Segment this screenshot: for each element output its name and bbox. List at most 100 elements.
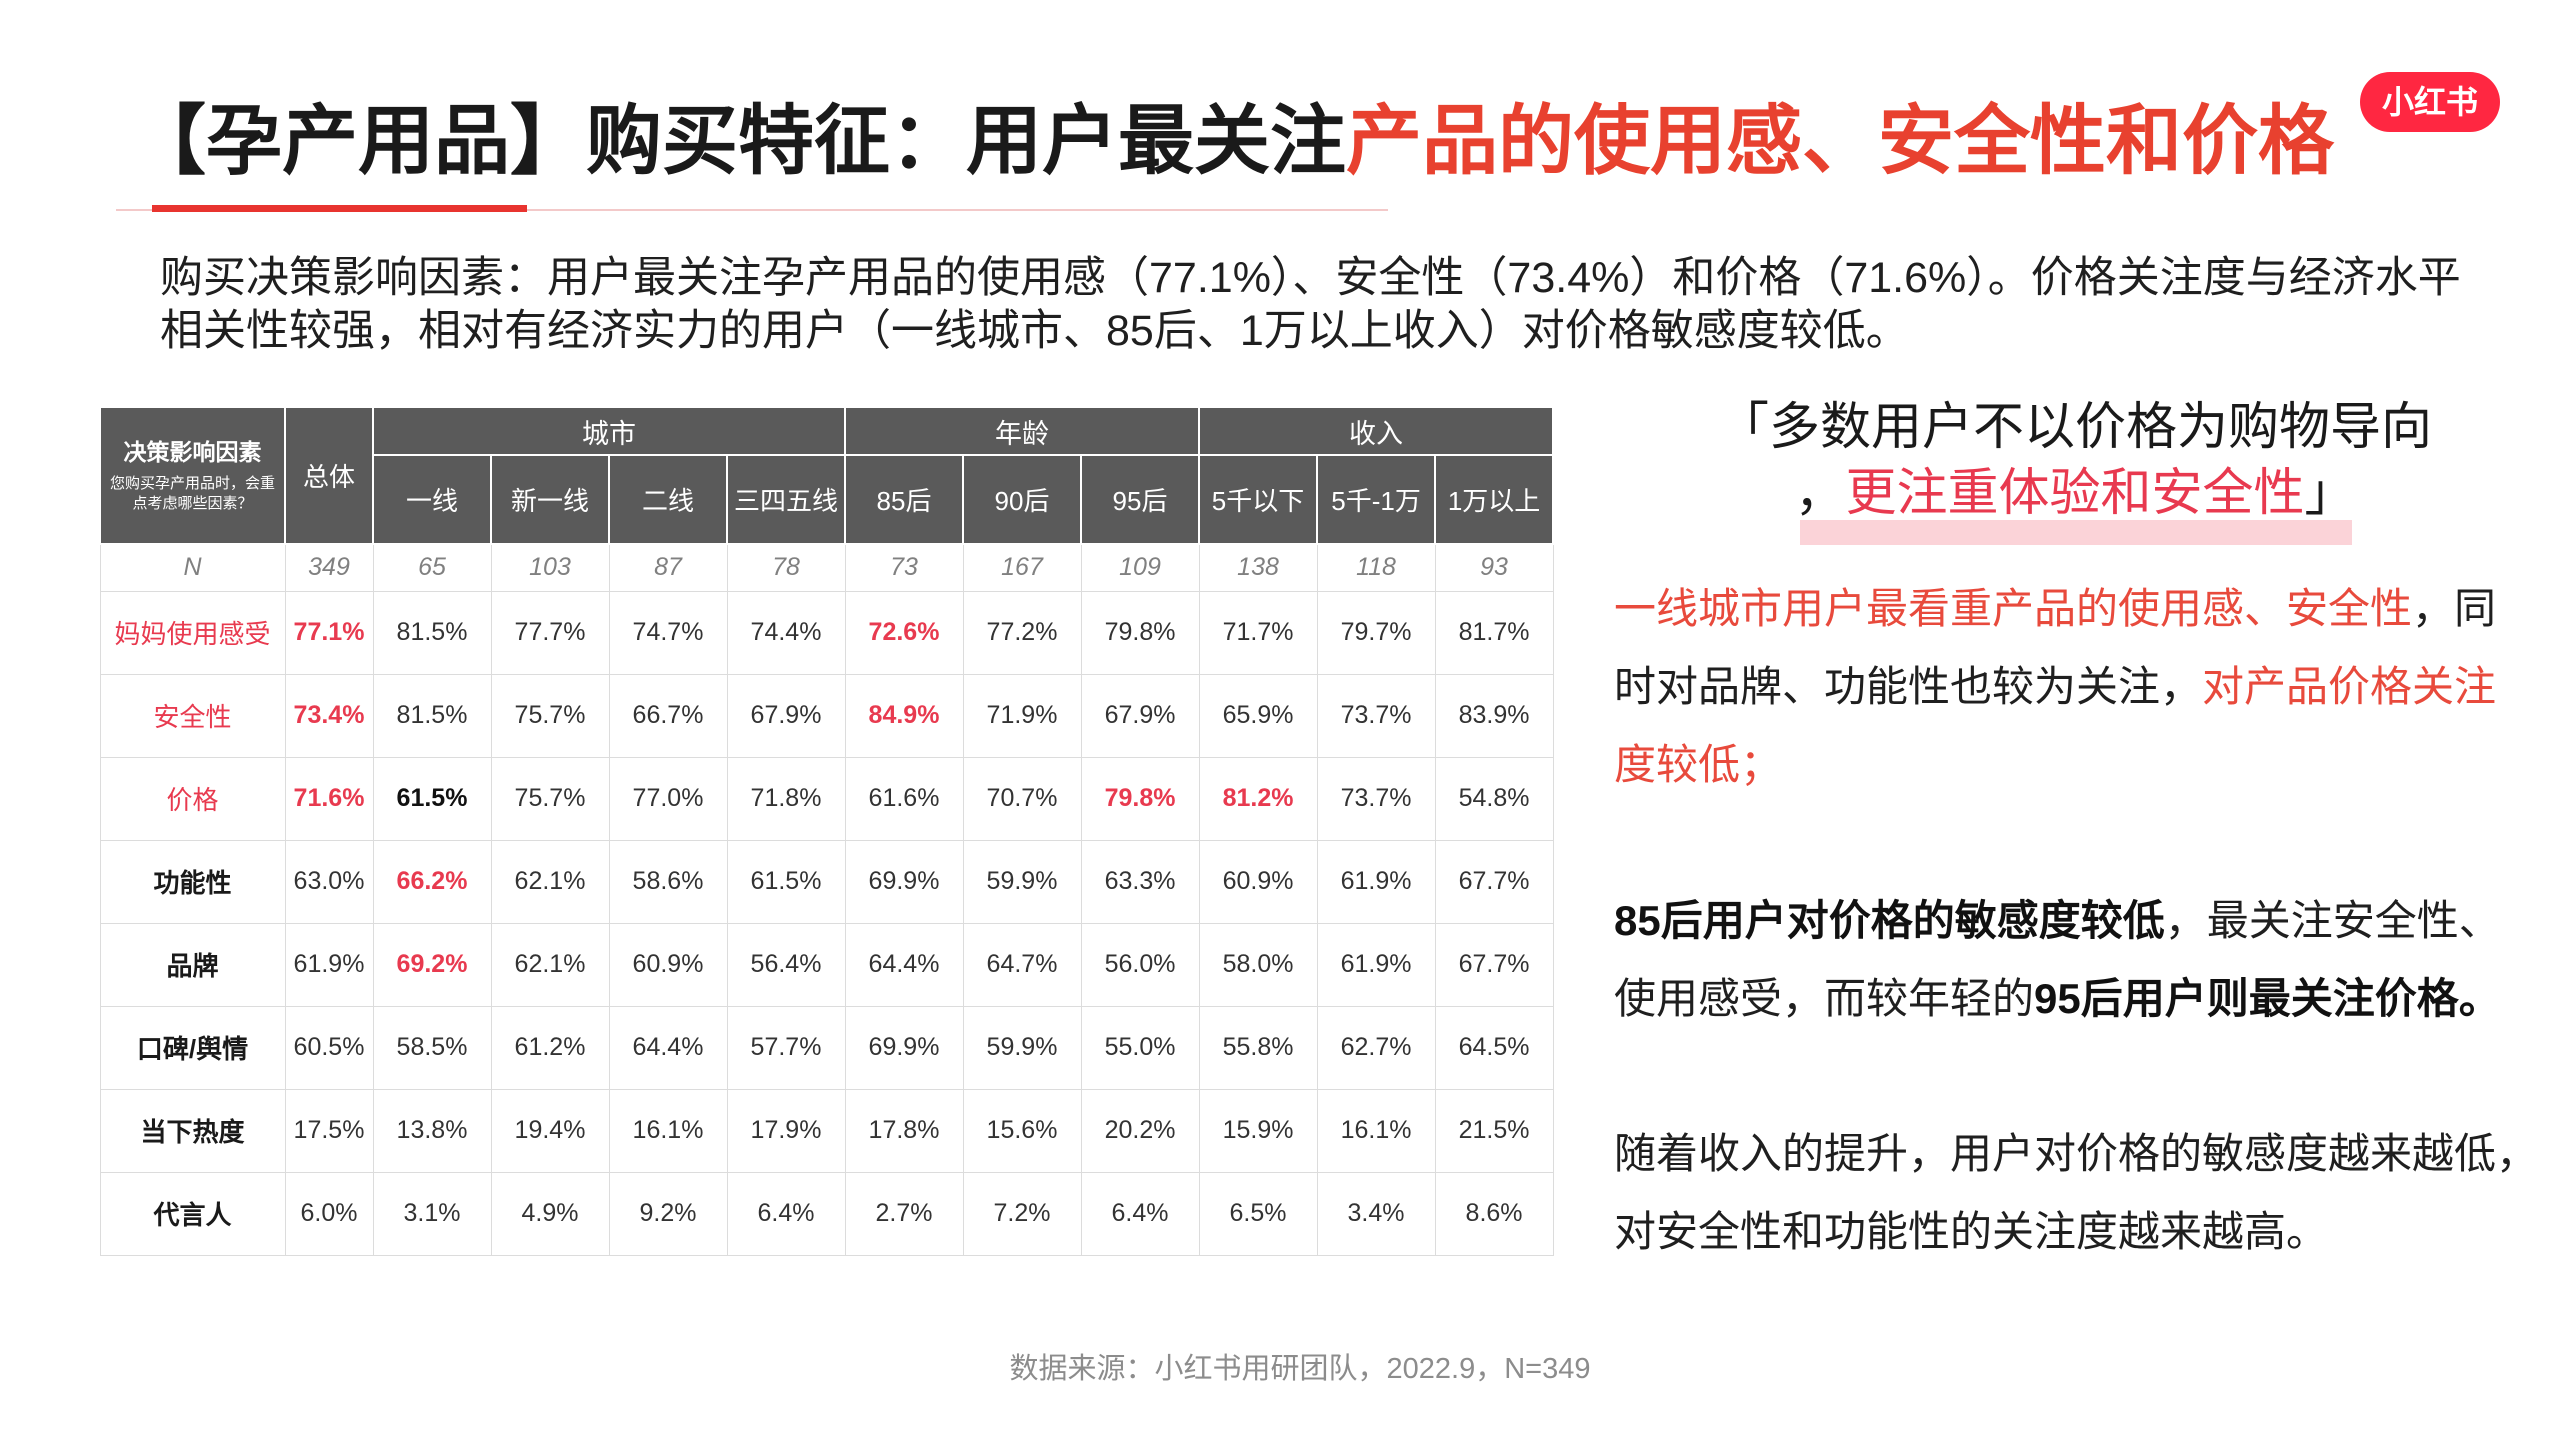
table-row: 安全性 73.4% 81.5% 75.7% 66.7% 67.9% 84.9% 71.9% 67… — [99, 673, 1554, 758]
table-cell: 66.2% — [372, 839, 492, 924]
table-cell: 62.1% — [490, 922, 610, 1007]
table-cell: 66.7% — [608, 673, 728, 758]
table-cell: 71.6% — [284, 756, 374, 841]
table-row: 当下热度 17.5% 13.8% 19.4% 16.1% 17.9% 17.8% 15.6% 2… — [99, 1088, 1554, 1173]
table-cell: 6.4% — [1080, 1171, 1200, 1256]
sample-size-cell: 167 — [962, 543, 1082, 592]
corner-title: 决策影响因素 — [123, 438, 262, 465]
title-text: 【孕产用品】购买特征：用户最关注 — [130, 99, 1346, 184]
row-label: 价格 — [99, 756, 286, 841]
column-header: 85后 — [844, 454, 964, 545]
total-header: 总体 — [284, 406, 374, 545]
table-cell: 67.9% — [726, 673, 846, 758]
title-divider-accent — [152, 205, 527, 212]
table-cell: 3.4% — [1316, 1171, 1436, 1256]
table-cell: 19.4% — [490, 1088, 610, 1173]
body-text: ，最关注安全性、使用感受，而较年轻的 — [1614, 897, 2501, 1022]
table-cell: 57.7% — [726, 1005, 846, 1090]
quote-line: 「多数用户不以价格为购物导向 — [1717, 398, 2432, 455]
sample-size-cell: 103 — [490, 543, 610, 592]
table-cell: 63.3% — [1080, 839, 1200, 924]
page-title: 【孕产用品】购买特征：用户最关注产品的使用感、安全性和价格 — [130, 104, 2334, 180]
column-header: 新一线 — [490, 454, 610, 545]
table-cell: 83.9% — [1434, 673, 1554, 758]
table-cell: 59.9% — [962, 1005, 1082, 1090]
table-cell: 84.9% — [844, 673, 964, 758]
sample-size-cell: 65 — [372, 543, 492, 592]
table-cell: 3.1% — [372, 1171, 492, 1256]
row-label: 代言人 — [99, 1171, 286, 1256]
sample-size-cell: 138 — [1198, 543, 1318, 592]
sample-size-cell: 87 — [608, 543, 728, 592]
table-cell: 61.6% — [844, 756, 964, 841]
table-cell: 17.5% — [284, 1088, 374, 1173]
column-header: 一线 — [372, 454, 492, 545]
table-cell: 67.9% — [1080, 673, 1200, 758]
highlight-text: 对产品价格关注度较低； — [1614, 663, 2497, 788]
table-cell: 74.7% — [608, 590, 728, 675]
decision-factor-table: 决策影响因素 您购买孕产用品时，会重点考虑哪些因素？ 总体 城市 年龄 收入 一线 新一线 二线… — [99, 406, 1555, 1256]
table-cell: 6.5% — [1198, 1171, 1318, 1256]
group-header: 收入 — [1198, 406, 1555, 456]
table-cell: 74.4% — [726, 590, 846, 675]
table-cell: 81.5% — [372, 673, 492, 758]
table-cell: 67.7% — [1434, 839, 1554, 924]
table-cell: 77.1% — [284, 590, 374, 675]
table-cell: 15.6% — [962, 1088, 1082, 1173]
table-cell: 6.0% — [284, 1171, 374, 1256]
table-cell: 60.9% — [1198, 839, 1318, 924]
table-cell: 56.0% — [1080, 922, 1200, 1007]
sample-size-cell: 118 — [1316, 543, 1436, 592]
table-cell: 71.7% — [1198, 590, 1318, 675]
table-cell: 81.2% — [1198, 756, 1318, 841]
sample-size-label: N — [99, 543, 286, 592]
table-row: 妈妈使用感受 77.1% 81.5% 77.7% 74.7% 74.4% 72.6% 77.2… — [99, 590, 1554, 675]
table-cell: 77.0% — [608, 756, 728, 841]
table-cell: 75.7% — [490, 756, 610, 841]
table-row: 价格 71.6% 61.5% 75.7% 77.0% 71.8% 61.6% 70.7% 79.… — [99, 756, 1554, 841]
table-cell: 61.9% — [1316, 922, 1436, 1007]
table-cell: 56.4% — [726, 922, 846, 1007]
header-row-groups: 决策影响因素 您购买孕产用品时，会重点考虑哪些因素？ 总体 城市 年龄 收入 — [99, 406, 1555, 545]
table-cell: 2.7% — [844, 1171, 964, 1256]
table-row: 功能性 63.0% 66.2% 62.1% 58.6% 61.5% 69.9% 59.9% 63… — [99, 839, 1554, 924]
table-cell: 69.2% — [372, 922, 492, 1007]
emphasis-text: 95后用户则最关注价格。 — [2034, 975, 2501, 1022]
sample-size-cell: 93 — [1434, 543, 1554, 592]
column-header: 1万以上 — [1434, 454, 1555, 545]
table-cell: 70.7% — [962, 756, 1082, 841]
table-cell: 79.7% — [1316, 590, 1436, 675]
table-cell: 77.7% — [490, 590, 610, 675]
table-cell: 59.9% — [962, 839, 1082, 924]
row-label: 当下热度 — [99, 1088, 286, 1173]
table-cell: 6.4% — [726, 1171, 846, 1256]
table-cell: 16.1% — [608, 1088, 728, 1173]
quote-text: 」 — [2304, 464, 2356, 521]
table-cell: 75.7% — [490, 673, 610, 758]
table-cell: 61.9% — [1316, 839, 1436, 924]
row-label: 安全性 — [99, 673, 286, 758]
group-header: 年龄 — [843, 406, 1201, 456]
table-cell: 77.2% — [962, 590, 1082, 675]
quote-highlight-bar — [1800, 520, 2352, 545]
row-label: 妈妈使用感受 — [99, 590, 286, 675]
table-cell: 15.9% — [1198, 1088, 1318, 1173]
sample-size-row: N 349 65 103 87 78 73 167 109 138 118 93 — [99, 543, 1554, 592]
table-cell: 71.9% — [962, 673, 1082, 758]
table-cell: 9.2% — [608, 1171, 728, 1256]
table-cell: 20.2% — [1080, 1088, 1200, 1173]
table-cell: 73.7% — [1316, 756, 1436, 841]
table-cell: 60.9% — [608, 922, 728, 1007]
table-cell: 58.5% — [372, 1005, 492, 1090]
table-cell: 61.9% — [284, 922, 374, 1007]
table-cell: 64.7% — [962, 922, 1082, 1007]
highlight-text: 一线城市用户最看重产品的使用感、安全性 — [1614, 585, 2413, 632]
table-cell: 71.8% — [726, 756, 846, 841]
sample-size-cell: 73 — [844, 543, 964, 592]
xiaohongshu-logo: 小红书 — [2360, 72, 2500, 132]
emphasis-text: 85后用户对价格的敏感度较低 — [1614, 897, 2165, 944]
table-cell: 17.8% — [844, 1088, 964, 1173]
table-cell: 81.7% — [1434, 590, 1554, 675]
quote-line: ，更注重体验和安全性」 — [1660, 460, 2490, 526]
table-cell: 69.9% — [844, 839, 964, 924]
